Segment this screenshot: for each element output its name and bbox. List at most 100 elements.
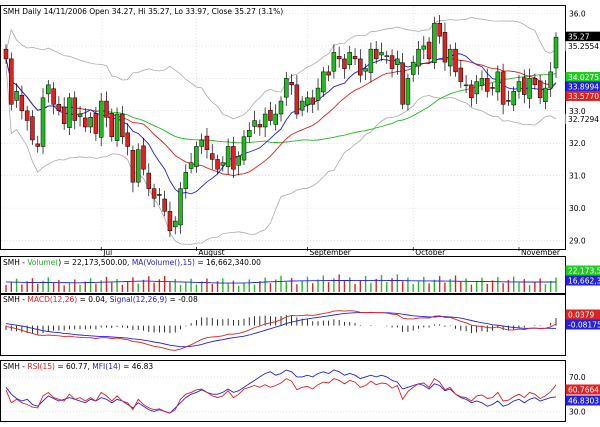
candle-body [336,56,342,60]
rsi-y-tick-label: 30.0 [569,407,586,416]
header-low: 33.97 [185,7,207,16]
candle-body [342,58,347,69]
candle-body [379,52,384,56]
candle-body [400,62,405,105]
candle-body [61,106,67,125]
price-x-tick-label: September [309,248,351,257]
rsi-y-tick-label: 70.0 [569,373,586,382]
value-label: 46.8303 [568,397,599,406]
bollinger-bands [5,16,557,245]
candle-body [442,32,448,63]
candle-body [241,136,247,161]
value-label: 22,173,50 [568,267,600,276]
volume-legend-volume: Volume( [27,258,58,267]
value-label: 35.2554 [568,42,599,51]
macd-histogram [5,314,557,335]
header-change: (3.1%) [258,7,283,16]
price-x-tick-label: October [415,248,446,257]
candle-body [384,55,390,57]
candle-body [426,41,432,60]
macd-value-labels: 0.0379-0.081750 [565,309,600,330]
macd-legend-signal: Signal(12,26,9) [110,295,168,304]
value-label: 60.7664 [568,386,599,395]
candle-body [410,61,416,75]
volume-ma-polyline [5,279,556,284]
candle-body [347,52,352,65]
volume-panel: SMH - Volume() = 22,173,500.00, MA(Volum… [0,256,600,294]
candle-body [516,81,522,92]
candle-body [93,113,99,134]
candle-body [368,48,374,73]
candle-body [458,67,464,82]
value-label-bg [565,275,600,286]
candle-body [363,68,368,72]
header-period: Daily [22,7,42,16]
volume-legend-ma-value: = 16,662,340.00 [197,258,261,267]
candle-body [527,78,532,99]
candle-body [77,113,83,117]
price-y-tick-label: 29.0 [569,237,586,246]
candle-body [299,100,305,111]
candle-body [321,71,326,93]
candle-body [268,109,273,121]
macd-line [5,310,557,351]
rsi-legend-rsi-value: = 60.77, [57,362,90,371]
candle-body [83,117,88,128]
rsi-legend-rsi: RSI(15) [27,362,55,371]
candle-body [19,94,25,112]
candle-body [331,52,337,72]
candle-body [278,100,284,115]
candle-body [225,146,231,167]
candle-body [543,87,548,102]
candle-body [294,84,300,115]
candle-body [522,77,527,95]
value-label: 16,662,34 [568,277,600,286]
price-y-tick-label: 33.0 [569,107,586,116]
value-label: 32.7294 [568,115,599,124]
value-label-bg [565,319,600,330]
candle-body [125,132,130,147]
rsi-y-axis: 70.0 30.0 [569,373,586,416]
header-close: 35.27 [234,7,256,16]
candle-body [51,88,56,105]
candle-body [178,188,183,226]
macd-legend-signal-value: = -0.08 [170,295,198,304]
price-x-tick-label: August [198,248,224,257]
candle-body [395,58,400,65]
value-label-bg [565,395,600,406]
candle-body [537,80,543,99]
rsi-panel: SMH - RSI(15) = 60.77, MFI(14) = 46.83 7… [0,360,600,422]
candle-body [326,71,331,76]
value-label-bg [565,309,600,320]
value-label-bg [565,384,600,395]
lower-band-line [5,65,557,245]
rsi-legend-symbol: SMH [3,362,20,371]
candle-body [284,78,289,98]
macd-legend: SMH - MACD(12,26) = 0.04, Signal(12,26,9… [3,295,198,304]
candle-body [389,55,395,69]
value-label: -0.081750 [568,321,600,330]
candle-body [151,188,157,199]
header-high: 35.27 [148,7,170,16]
price-y-tick-label: 36.0 [569,9,586,18]
candle-body [88,117,93,128]
candle-body [262,113,268,128]
price-candles [3,15,559,237]
volume-legend: SMH - Volume() = 22,173,500.00, MA(Volum… [3,258,261,267]
volume-value-labels: 22,173,5016,662,34 [565,265,600,286]
candle-body [373,48,379,60]
candle-body [310,97,315,105]
candle-body [194,146,199,167]
candle-body [172,220,178,228]
candle-body [506,100,511,102]
candle-body [157,194,162,196]
candle-body [135,149,141,183]
candle-body [204,135,210,150]
candle-body [3,48,9,60]
candle-body [210,153,215,160]
candle-body [24,110,30,121]
price-y-tick-label: 31.0 [569,172,586,181]
mfi-line [5,369,557,414]
candle-body [469,84,474,99]
header-symbol: SMH [3,7,20,16]
